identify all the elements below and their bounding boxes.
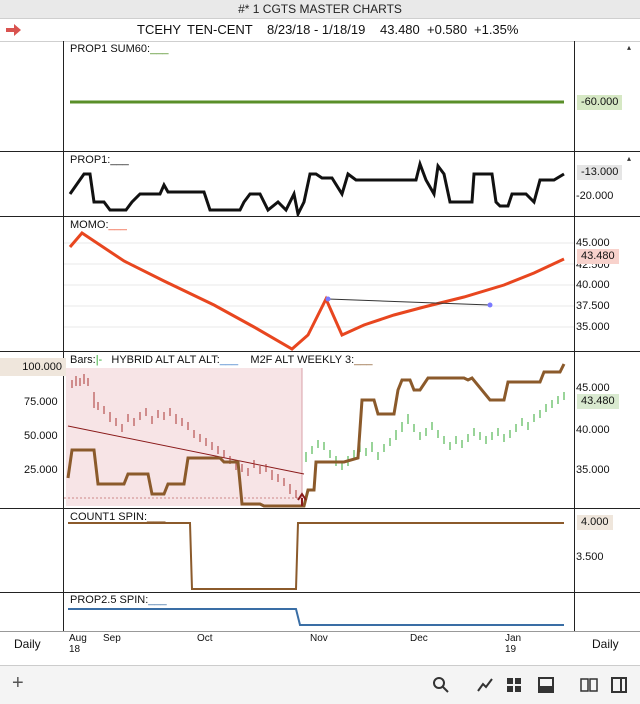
right-axis-divider [574, 41, 575, 631]
prop1-value-tag: -13.000 [577, 165, 623, 180]
prop1-tick: -20.000 [576, 190, 614, 202]
bars-label: Bars: [70, 354, 96, 366]
momo-tick: 45.000 [576, 237, 610, 249]
momo-tick: 37.500 [576, 300, 610, 312]
prop1-label: PROP1: [70, 154, 111, 166]
left-period-label[interactable]: Daily [14, 637, 41, 651]
momo-value-tag: 43.480 [577, 249, 619, 264]
count1-tick: 3.500 [576, 551, 604, 563]
month-label: Nov [310, 633, 328, 644]
grid-icon[interactable] [505, 676, 523, 694]
bars-left-tick: 50.000 [24, 430, 58, 442]
bars-tick: 40.000 [576, 424, 610, 436]
window-title: #* 1 CGTS MASTER CHARTS [0, 0, 640, 19]
year-label: 18 [69, 644, 81, 655]
bars-left-tick: 25.000 [24, 464, 58, 476]
count1-value-tag: 4.000 [577, 515, 613, 530]
right-period-label[interactable]: Daily [592, 637, 619, 651]
left-axis-divider [63, 41, 64, 631]
momo-label: MOMO: [70, 219, 109, 231]
year-label: 19 [505, 644, 517, 655]
sidebar-icon[interactable] [610, 676, 628, 694]
bars-left-tick: 75.000 [24, 396, 58, 408]
prop1-sum60-value-tag: -60.000 [577, 95, 623, 110]
pane-bars[interactable]: Bars:|- HYBRID ALT ALT ALT:___ M2F ALT W… [0, 352, 640, 509]
hybrid-label: HYBRID ALT ALT ALT: [111, 354, 220, 366]
company-name: TEN-CENT [187, 22, 253, 37]
percent-change: +1.35% [474, 22, 519, 37]
pane-prop1[interactable]: PROP1:___ -13.000 -20.000 ▴ [0, 152, 640, 217]
pane-scroll-icon[interactable]: ▴ [627, 43, 632, 52]
pane-prop1-sum60[interactable]: PROP1 SUM60:___ -60.000 ▴ [0, 41, 640, 152]
pane-scroll-icon[interactable]: ▴ [627, 154, 632, 163]
pane-count1-spin[interactable]: COUNT1 SPIN:___ 4.000 3.500 [0, 509, 640, 593]
prop1-sum60-plot [70, 100, 564, 104]
month-label: Oct [197, 633, 213, 644]
forward-arrow-icon[interactable] [6, 23, 22, 37]
search-icon[interactable] [432, 676, 450, 694]
date-range: 8/23/18 - 1/18/19 [267, 22, 366, 37]
symbol-text: TCEHY [137, 22, 182, 37]
bars-tick: 45.000 [576, 382, 610, 394]
month-label: Jan [505, 633, 522, 644]
bars-left-value-tag: 100.000 [0, 358, 66, 376]
price-change: +0.580 [427, 22, 468, 37]
layout-icon[interactable] [537, 676, 555, 694]
line-chart-icon[interactable] [476, 676, 494, 694]
prop1-sum60-label: PROP1 SUM60: [70, 43, 151, 55]
month-label: Sep [103, 633, 121, 644]
prop1-plot [68, 158, 565, 216]
m2f-label: M2F ALT WEEKLY 3: [250, 354, 355, 366]
month-label: Dec [410, 633, 428, 644]
time-axis: Daily Daily Aug 18 Sep Oct Nov Dec Jan 1… [0, 631, 640, 656]
momo-plot [64, 231, 574, 351]
symbol-info-bar: TCEHY TEN-CENT 8/23/18 - 1/18/19 43.480 … [0, 19, 640, 42]
book-icon[interactable] [580, 676, 598, 694]
bars-plot [64, 363, 566, 508]
pane-prop25-spin[interactable]: PROP2.5 SPIN:___ [0, 593, 640, 631]
momo-tick: 35.000 [576, 321, 610, 333]
pane-momo[interactable]: MOMO:___ 45.000 42.500 43.480 40.000 37.… [0, 217, 640, 352]
bottom-toolbar: + [0, 665, 640, 704]
bars-tick: 35.000 [576, 464, 610, 476]
last-price: 43.480 [380, 22, 420, 37]
count1-label: COUNT1 SPIN: [70, 511, 148, 523]
prop25-label: PROP2.5 SPIN: [70, 594, 149, 606]
count1-plot [68, 522, 564, 590]
month-label: Aug [69, 633, 87, 644]
bars-value-tag: 43.480 [577, 394, 619, 409]
momo-tick: 40.000 [576, 279, 610, 291]
prop25-plot [68, 608, 564, 626]
add-button[interactable]: + [12, 672, 24, 694]
